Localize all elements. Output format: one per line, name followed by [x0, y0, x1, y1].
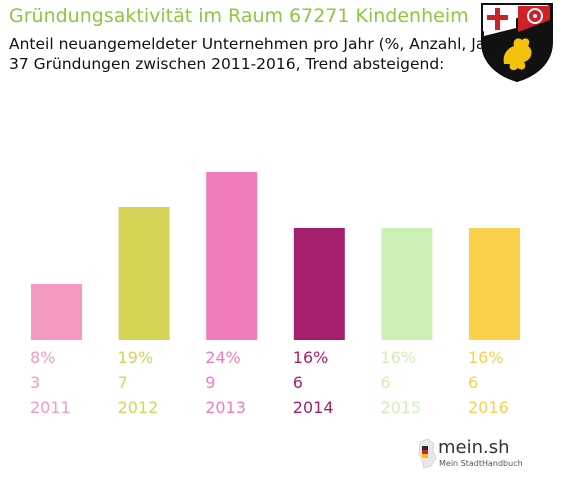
- bar-2016: [469, 228, 520, 340]
- chart-title: Gründungsaktivität im Raum 67271 Kindenh…: [9, 5, 469, 27]
- count-label-2013: 9: [205, 373, 216, 392]
- percent-label-2014: 16%: [292, 348, 329, 367]
- bar-2014: [293, 228, 345, 340]
- percent-label-2011: 8%: [30, 348, 56, 367]
- percent-label-2016: 16%: [468, 348, 504, 367]
- count-label-2014: 6: [292, 373, 303, 392]
- count-label-2012: 7: [117, 373, 128, 392]
- brand-tagline: Mein StadtHandbuch: [439, 459, 523, 468]
- brand-logo-text[interactable]: mein.sh: [438, 437, 510, 458]
- year-label-2011: 2011: [30, 398, 71, 417]
- coat-of-arms-icon: [481, 3, 553, 82]
- bar-2011: [31, 284, 82, 340]
- bar-2013: [206, 172, 258, 340]
- count-label-2016: 6: [468, 373, 479, 392]
- year-label-2013: 2013: [205, 398, 246, 417]
- year-label-2012: 2012: [117, 398, 159, 417]
- percent-label-2015: 16%: [380, 348, 416, 367]
- chart-subtitle: Anteil neuangemeldeter Unternehmen pro J…: [9, 34, 508, 74]
- year-label-2016: 2016: [468, 398, 509, 417]
- year-label-2014: 2014: [292, 398, 334, 417]
- subtitle-line-2: 37 Gründungen zwischen 2011-2016, Trend …: [9, 55, 445, 73]
- germany-map-icon: [418, 438, 437, 469]
- count-label-2011: 3: [30, 373, 41, 392]
- bar-2012: [118, 207, 170, 340]
- year-label-2015: 2015: [380, 398, 422, 417]
- bar-2015: [381, 228, 433, 340]
- percent-label-2013: 24%: [205, 348, 241, 367]
- subtitle-line-1: Anteil neuangemeldeter Unternehmen pro J…: [9, 35, 508, 53]
- percent-label-2012: 19%: [117, 348, 154, 367]
- count-label-2015: 6: [380, 373, 391, 392]
